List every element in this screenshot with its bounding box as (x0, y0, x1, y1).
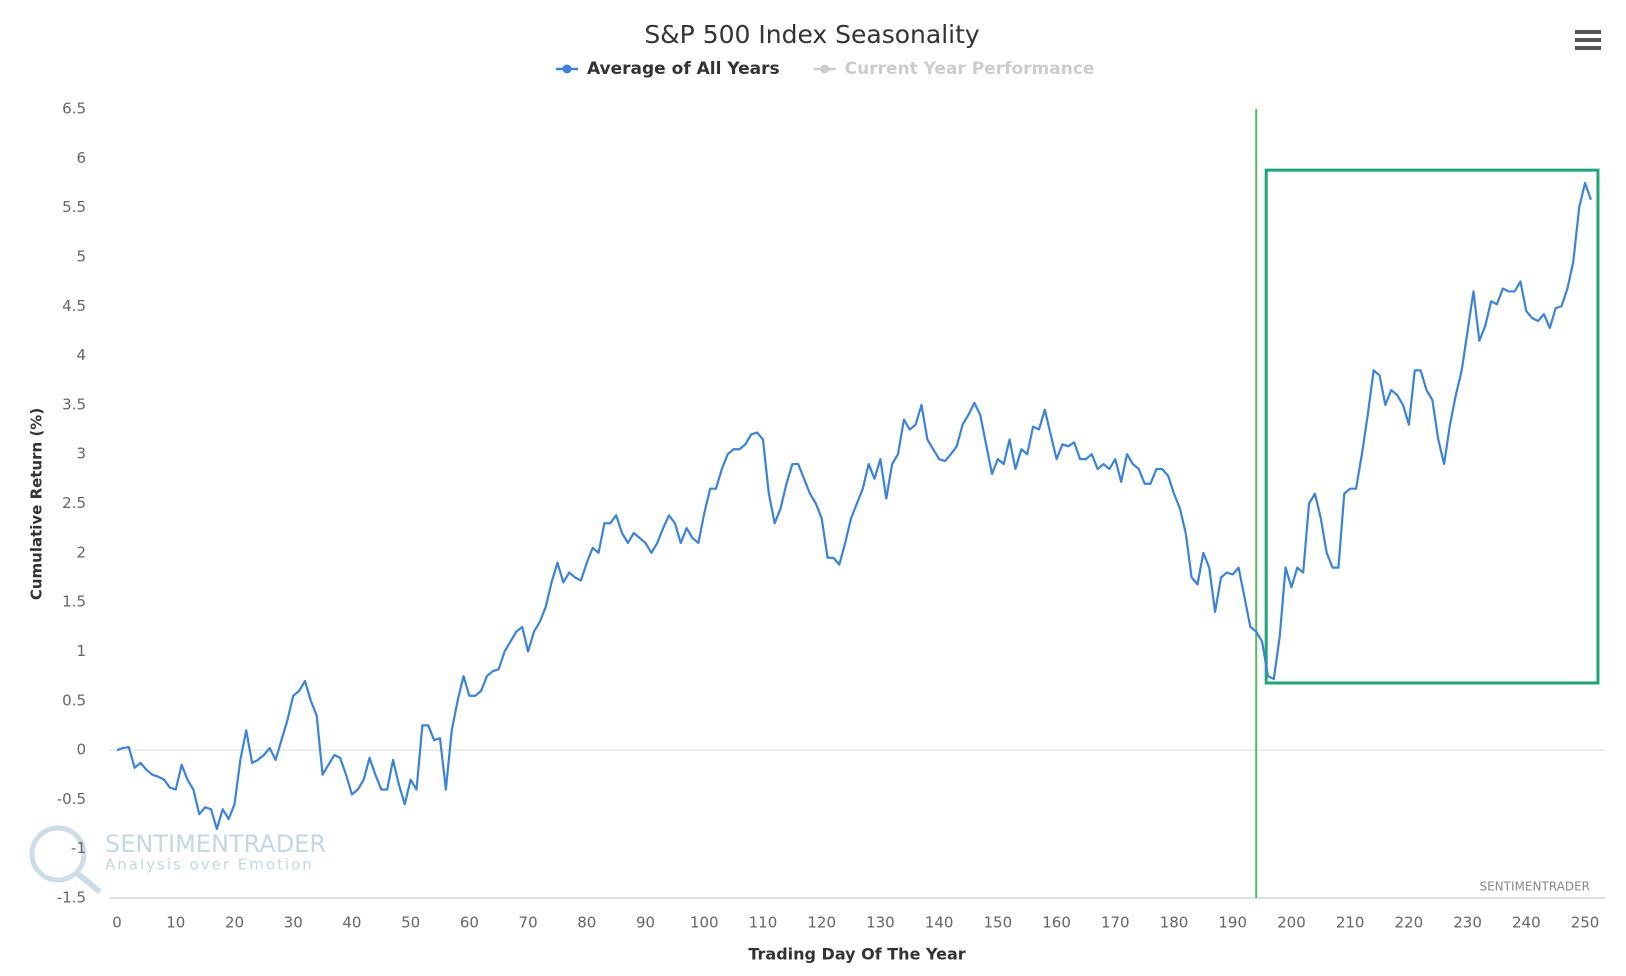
menu-bar[interactable] (1575, 38, 1601, 42)
y-tick-label: 0.5 (62, 691, 86, 709)
x-tick-label: 170 (1101, 914, 1130, 932)
x-tick-label: 240 (1512, 914, 1541, 932)
x-tick-label: 0 (112, 914, 122, 932)
x-tick-label: 50 (401, 914, 420, 932)
x-tick-label: 220 (1395, 914, 1424, 932)
series-line (116, 181, 1592, 831)
watermark-brand: SENTIMENTRADER (105, 830, 326, 858)
legend-item[interactable]: Current Year Performance (813, 59, 1095, 79)
x-tick-label: 10 (166, 914, 185, 932)
credit: SENTIMENTRADER (1479, 880, 1590, 894)
x-tick-label: 230 (1453, 914, 1482, 932)
y-tick-label: 2 (76, 543, 86, 561)
legend-symbol-dot (562, 64, 572, 74)
chart-title: S&P 500 Index Seasonality (644, 20, 980, 49)
y-tick-label: 0 (76, 741, 86, 759)
y-tick-label: 5.5 (62, 198, 86, 216)
x-tick-label: 250 (1571, 914, 1600, 932)
y-tick-label: 1.5 (62, 593, 86, 611)
highlight-box (1264, 168, 1600, 685)
y-tick-label: 6.5 (62, 100, 86, 118)
x-tick-label: 190 (1218, 914, 1247, 932)
x-tick-label: 140 (925, 914, 954, 932)
y-axis-label: Cumulative Return (%) (28, 408, 46, 600)
x-axis-label: Trading Day Of The Year (748, 945, 965, 964)
x-tick-label: 40 (342, 914, 361, 932)
x-tick-label: 30 (284, 914, 303, 932)
y-tick-label: 1 (76, 642, 86, 660)
watermark-tagline: Analysis over Emotion (105, 856, 314, 874)
x-tick-label: 130 (866, 914, 895, 932)
logo-ring (29, 825, 87, 883)
y-tick-label: 2.5 (62, 494, 86, 512)
x-tick-label: 160 (1042, 914, 1071, 932)
menu-bar[interactable] (1575, 46, 1601, 50)
x-tick-label: 90 (636, 914, 655, 932)
x-tick-label: 200 (1277, 914, 1306, 932)
y-tick-label: -0.5 (57, 790, 86, 808)
y-tick-label: -1 (71, 839, 86, 857)
x-tick-label: 80 (577, 914, 596, 932)
x-tick-label: 210 (1336, 914, 1365, 932)
legend-item[interactable]: Average of All Years (556, 59, 780, 79)
y-tick-label: -1.5 (57, 889, 86, 907)
legend-symbol-dot (820, 64, 830, 74)
x-tick-label: 150 (984, 914, 1013, 932)
y-tick-label: 4 (76, 346, 86, 364)
y-tick-label: 3 (76, 445, 86, 463)
menu-bar[interactable] (1575, 30, 1601, 34)
y-tick-label: 5 (76, 247, 86, 265)
y-tick-label: 4.5 (62, 297, 86, 315)
legend-text[interactable]: Current Year Performance (845, 59, 1095, 79)
y-tick-label: 6 (76, 149, 86, 167)
menu-button[interactable] (1575, 30, 1601, 50)
x-tick-label: 100 (690, 914, 719, 932)
legend-text[interactable]: Average of All Years (587, 59, 780, 79)
watermark-logo (29, 825, 102, 895)
x-tick-label: 120 (807, 914, 836, 932)
x-tick-label: 60 (460, 914, 479, 932)
x-tick-label: 110 (749, 914, 778, 932)
x-tick-label: 20 (225, 914, 244, 932)
logo-handle (75, 870, 102, 895)
x-tick-label: 180 (1160, 914, 1189, 932)
x-tick-label: 70 (519, 914, 538, 932)
y-tick-label: 3.5 (62, 395, 86, 413)
